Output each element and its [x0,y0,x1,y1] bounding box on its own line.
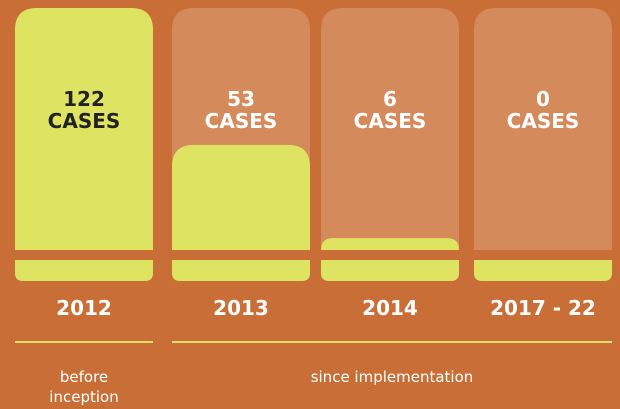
group-label: before inception [49,368,119,406]
bar [15,8,153,250]
x-tick-label: 2014 [362,296,418,320]
bar-base [15,260,153,281]
x-tick-label: 2017 - 22 [490,296,596,320]
group-label: since implementation [310,368,474,386]
bar-track [321,8,459,250]
bar [172,144,310,250]
bar-base [474,260,612,281]
value-label: 122 CASES [47,87,121,133]
x-tick-label: 2012 [56,296,112,320]
x-tick-label: 2013 [213,296,269,320]
bar [321,238,459,250]
value-label: 0 CASES [506,87,580,133]
value-label: 6 CASES [353,87,427,133]
value-label: 53 CASES [204,87,278,133]
bar-base [172,260,310,281]
bar-track [474,8,612,250]
bar-base [321,260,459,281]
